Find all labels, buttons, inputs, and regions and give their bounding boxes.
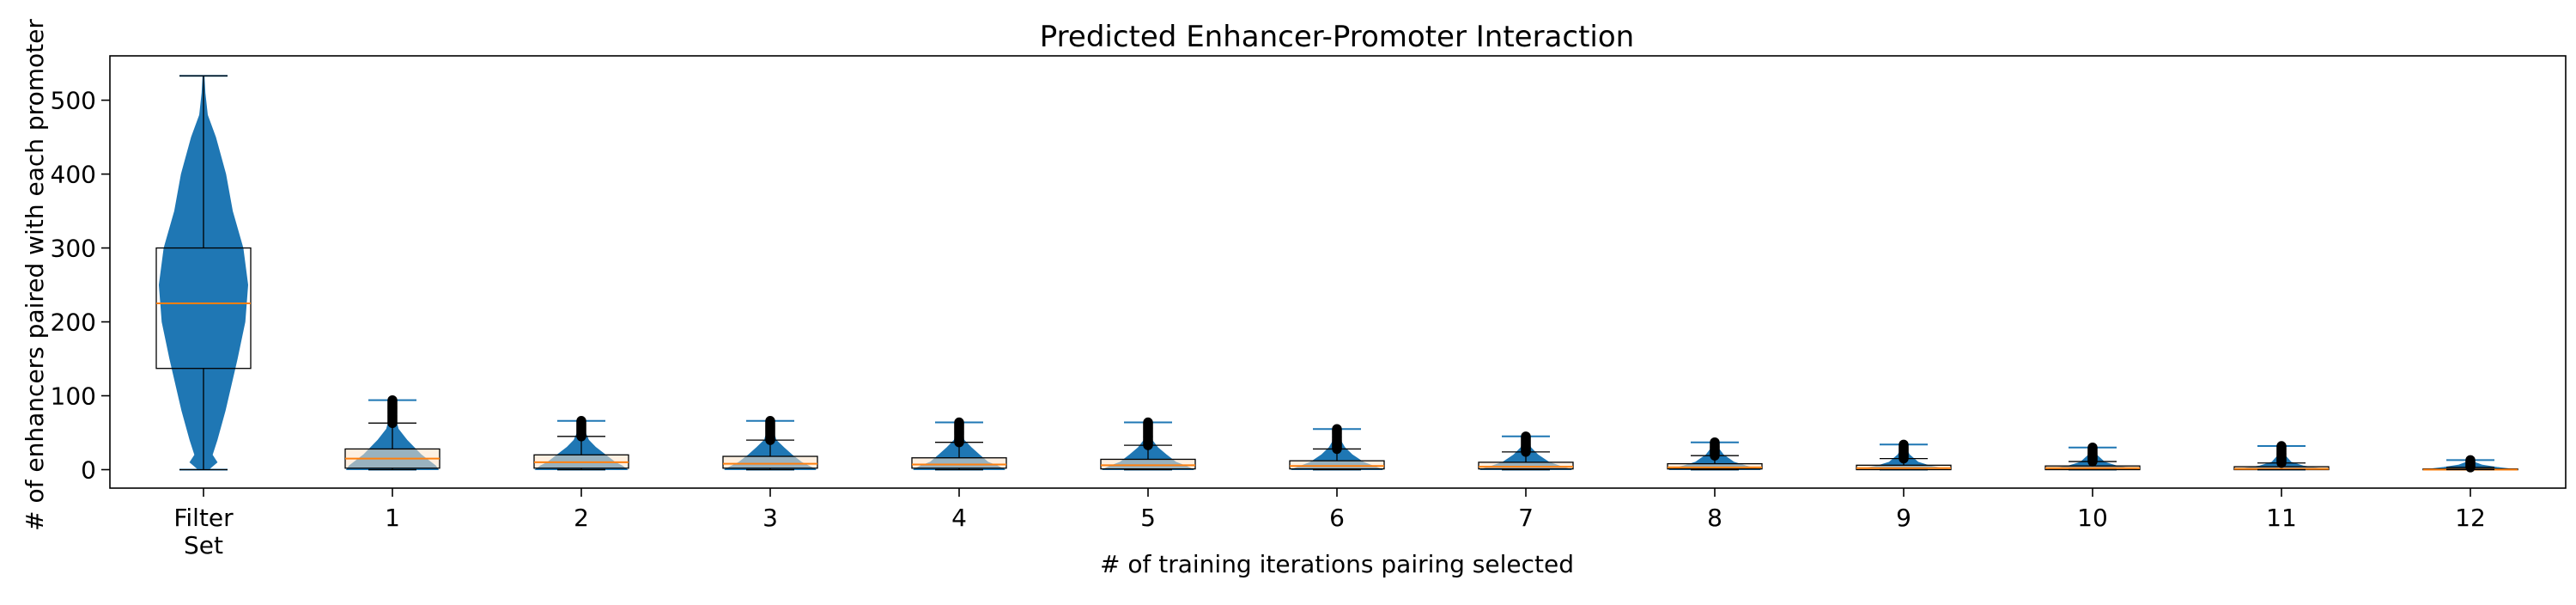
outlier-point	[387, 394, 398, 406]
chart-title: Predicted Enhancer-Promoter Interaction	[1040, 20, 1634, 54]
plot-frame	[109, 55, 2567, 489]
outlier-point	[2276, 441, 2287, 451]
x-axis-label: # of training iterations pairing selecte…	[1100, 550, 1574, 578]
outlier-point	[2465, 455, 2476, 466]
outlier-point	[1710, 437, 1720, 448]
outlier-point	[1332, 424, 1342, 434]
y-tick-label: 100	[51, 382, 96, 411]
y-tick-label: 500	[51, 87, 96, 115]
x-tick-label: 5	[1140, 504, 1156, 532]
outlier-point	[954, 417, 964, 428]
outlier-point	[2087, 443, 2098, 453]
box-iqr	[1478, 461, 1574, 470]
x-tick-label: 8	[1707, 504, 1722, 532]
x-tick-label: Set	[184, 531, 223, 559]
x-tick-label: 3	[762, 504, 778, 532]
x-tick-label: 6	[1329, 504, 1345, 532]
x-tick-label: 11	[2266, 504, 2297, 532]
outlier-point	[1899, 439, 1909, 449]
box-iqr	[1100, 458, 1196, 470]
y-tick-label: 200	[51, 309, 96, 337]
x-tick-label: 4	[951, 504, 967, 532]
y-tick-label: 0	[81, 456, 96, 485]
x-tick-label: 7	[1518, 504, 1534, 532]
y-tick-label: 300	[51, 235, 96, 263]
x-tick-label: 12	[2455, 504, 2486, 532]
outlier-point	[576, 416, 586, 426]
outlier-point	[1143, 417, 1153, 428]
x-tick-label: 1	[385, 504, 400, 532]
y-axis-label: # of enhancers paired with each promoter	[21, 19, 49, 531]
box-iqr	[911, 457, 1007, 469]
y-tick-label: 400	[51, 161, 96, 189]
x-tick-label: 9	[1896, 504, 1911, 532]
x-tick-label: 10	[2077, 504, 2108, 532]
outlier-point	[765, 416, 775, 426]
box-iqr	[1289, 460, 1385, 470]
box-iqr	[722, 455, 818, 469]
outlier-point	[1521, 431, 1531, 442]
x-tick-label: 2	[574, 504, 589, 532]
x-tick-label: Filter	[173, 504, 234, 532]
